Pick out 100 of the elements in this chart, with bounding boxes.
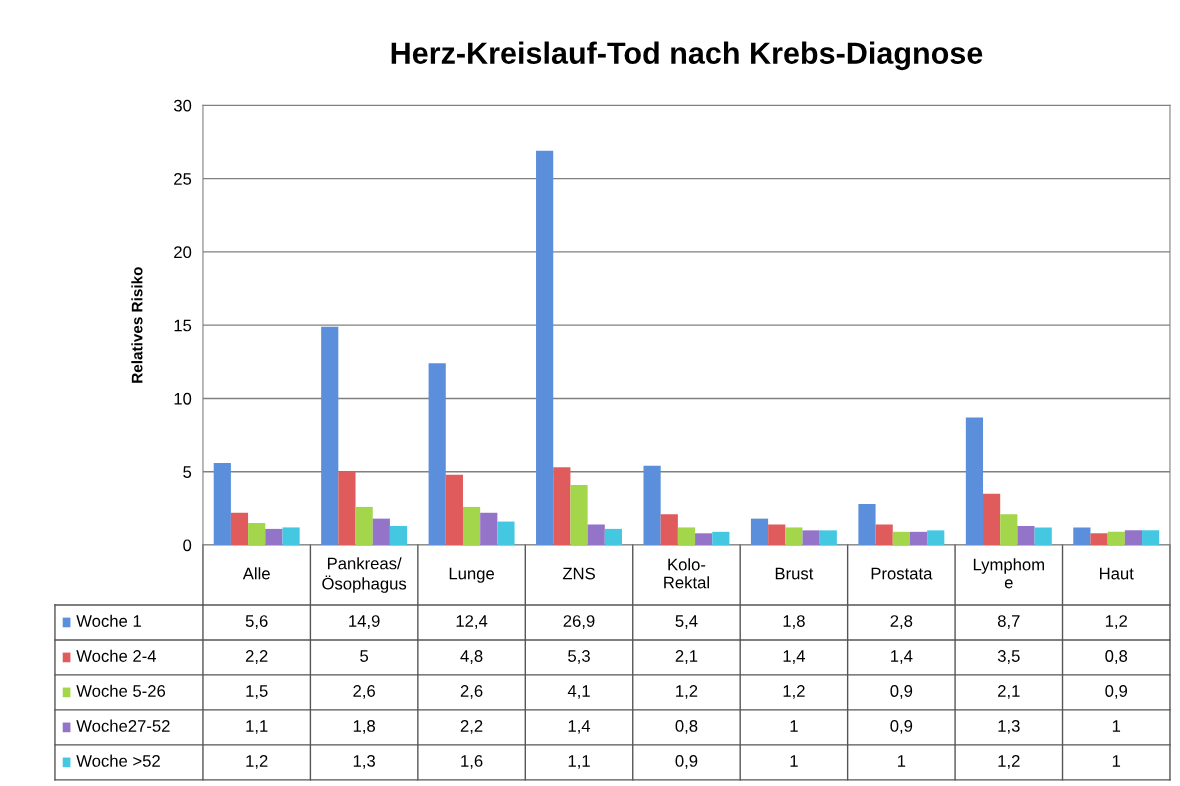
data-label: 26,9 bbox=[563, 615, 595, 629]
data-label: 1,2 bbox=[676, 685, 698, 699]
bar bbox=[604, 528, 622, 546]
x-tick-label: Alle bbox=[242, 567, 270, 580]
bar bbox=[338, 471, 356, 546]
bar bbox=[282, 527, 300, 546]
y-tick-label: 0 bbox=[183, 539, 192, 552]
data-label: 1,6 bbox=[461, 755, 483, 769]
data-label: 2,1 bbox=[998, 685, 1020, 699]
data-label: 0,8 bbox=[675, 720, 698, 734]
data-label: 2,2 bbox=[245, 650, 268, 664]
bar bbox=[1142, 530, 1160, 546]
bar bbox=[462, 506, 481, 546]
y-axis-title: Relatives Risiko bbox=[131, 267, 143, 383]
data-label: 4,8 bbox=[460, 650, 483, 664]
bar bbox=[1017, 525, 1035, 546]
data-label: 4,1 bbox=[567, 685, 590, 699]
data-label: 0,8 bbox=[1105, 650, 1128, 664]
data-label: 1 bbox=[1112, 720, 1121, 732]
data-label: 5,4 bbox=[675, 615, 698, 629]
bar bbox=[750, 518, 769, 546]
y-tick-label: 15 bbox=[174, 319, 192, 332]
x-tick-label: Lymphom e bbox=[973, 558, 1044, 589]
data-label: 2,2 bbox=[460, 720, 483, 734]
bar bbox=[819, 530, 837, 546]
legend-label: Woche27-52 bbox=[76, 719, 170, 732]
data-label: 5,6 bbox=[245, 615, 268, 629]
data-label: 2,6 bbox=[460, 685, 483, 699]
bar bbox=[265, 528, 283, 546]
bar bbox=[1073, 527, 1091, 546]
bar bbox=[677, 527, 696, 546]
bar bbox=[712, 531, 730, 546]
bar bbox=[248, 523, 266, 546]
bar bbox=[213, 462, 231, 546]
bar bbox=[480, 512, 498, 546]
data-label: 0,9 bbox=[890, 685, 913, 699]
data-label: 1,2 bbox=[998, 755, 1020, 769]
data-label: 1 bbox=[897, 755, 906, 767]
bar bbox=[965, 417, 984, 546]
data-label: 1,4 bbox=[783, 650, 806, 664]
data-label: 1,2 bbox=[783, 685, 805, 699]
bar bbox=[553, 467, 571, 546]
chart-title: Herz-Kreislauf-Tod nach Krebs-Diagnose bbox=[391, 41, 983, 71]
bar bbox=[858, 503, 876, 546]
data-label: 1 bbox=[790, 755, 798, 767]
data-label: 1,3 bbox=[353, 755, 375, 769]
legend-label: Woche 5-26 bbox=[76, 684, 166, 697]
data-label: 1 bbox=[1112, 755, 1121, 767]
data-label: 8,7 bbox=[997, 615, 1020, 629]
bar bbox=[321, 326, 339, 546]
data-label: 1,4 bbox=[891, 650, 913, 664]
data-label: 12,4 bbox=[456, 615, 488, 629]
bar bbox=[536, 150, 554, 546]
data-label: 0,9 bbox=[1105, 685, 1128, 699]
data-label: 1,8 bbox=[783, 615, 805, 629]
bar bbox=[1034, 527, 1052, 546]
bar bbox=[355, 506, 373, 546]
bar bbox=[660, 514, 678, 546]
bar bbox=[927, 530, 945, 546]
data-label: 1,1 bbox=[568, 755, 590, 769]
bar bbox=[643, 465, 661, 546]
data-label: 1,2 bbox=[1105, 615, 1127, 629]
y-tick-label: 25 bbox=[174, 173, 192, 185]
bar bbox=[389, 525, 408, 546]
x-tick-label: Prostata bbox=[871, 567, 933, 580]
bar bbox=[372, 518, 390, 546]
bar bbox=[695, 533, 713, 546]
bar bbox=[570, 484, 588, 546]
bar bbox=[230, 512, 249, 546]
data-label: 1,8 bbox=[353, 720, 375, 734]
bar bbox=[785, 527, 803, 546]
bar bbox=[587, 524, 605, 546]
data-label: 1,4 bbox=[568, 720, 591, 734]
bar bbox=[1000, 514, 1018, 546]
data-label: 1 bbox=[790, 720, 798, 732]
bar bbox=[1124, 530, 1143, 546]
bar bbox=[892, 531, 910, 546]
bar bbox=[768, 524, 786, 546]
y-tick-label: 30 bbox=[173, 99, 192, 112]
data-label: 2,1 bbox=[675, 650, 698, 664]
bar bbox=[983, 493, 1001, 546]
data-label: 2,6 bbox=[353, 685, 375, 699]
bar bbox=[802, 530, 820, 546]
data-label: 0,9 bbox=[890, 720, 913, 734]
bar bbox=[909, 531, 928, 546]
legend-label: Woche 1 bbox=[76, 614, 141, 627]
data-label: 3,5 bbox=[997, 650, 1020, 664]
bar bbox=[1107, 531, 1125, 546]
bar bbox=[875, 524, 893, 546]
data-label: 1,3 bbox=[998, 720, 1020, 734]
legend-label: Woche >52 bbox=[76, 754, 160, 767]
data-label: 0,9 bbox=[675, 755, 698, 769]
data-label: 1,5 bbox=[246, 685, 268, 699]
x-tick-label: ZNS bbox=[562, 567, 595, 580]
data-label: 5,3 bbox=[568, 650, 590, 664]
data-label: 2,8 bbox=[890, 615, 913, 629]
legend-label: Woche 2-4 bbox=[76, 649, 157, 662]
data-label: 5 bbox=[360, 650, 369, 662]
data-label: 1,2 bbox=[246, 755, 268, 769]
bar bbox=[1090, 533, 1108, 546]
